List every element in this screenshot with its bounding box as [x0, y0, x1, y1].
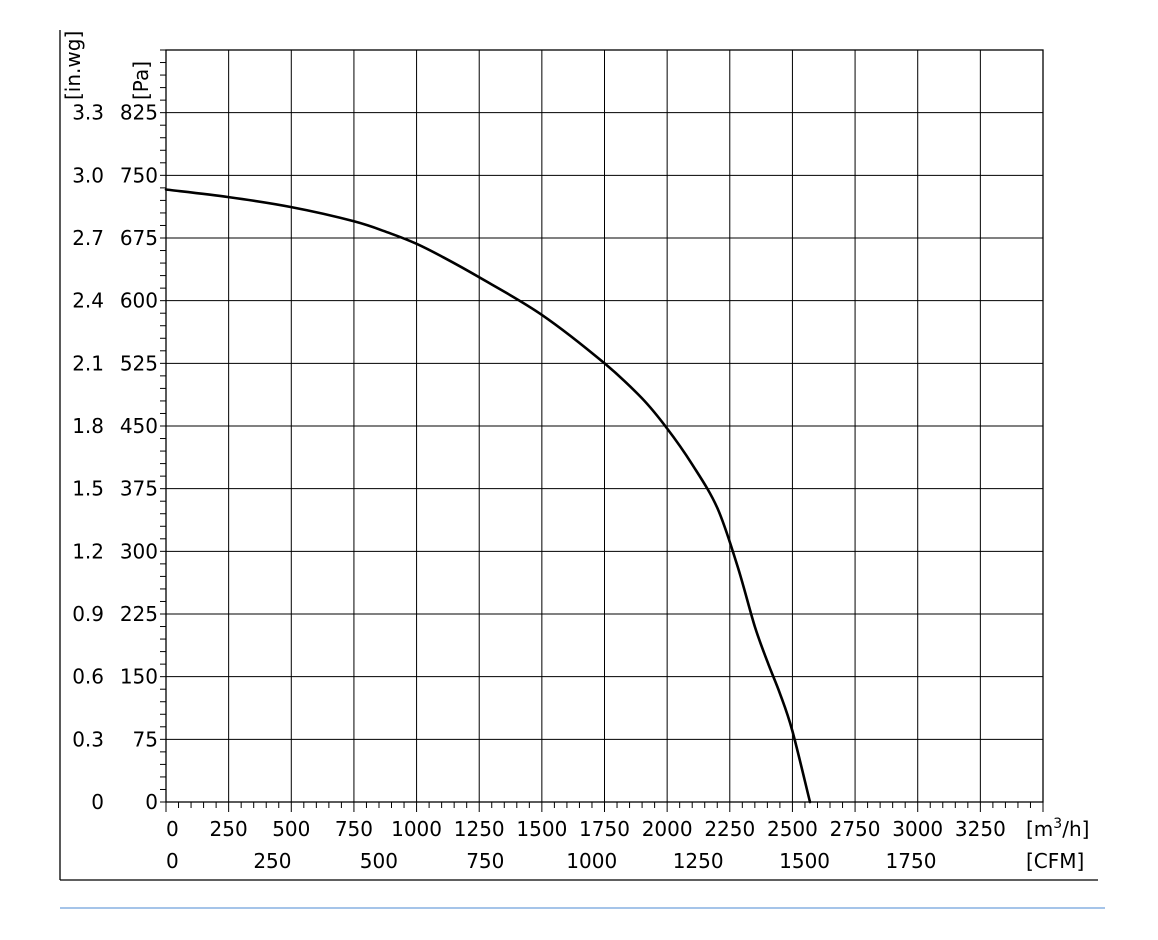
- cfm-tick-label: 1750: [886, 849, 937, 873]
- inwg-tick-label: 0: [91, 790, 104, 814]
- series-line: [164, 188, 812, 804]
- y-tick-label: 225: [120, 602, 158, 626]
- x-unit-suffix: /h]: [1062, 817, 1089, 841]
- y-tick-label: 525: [120, 351, 158, 375]
- y-tick-label: 750: [120, 163, 158, 187]
- inwg-tick-label: 2.4: [72, 289, 104, 313]
- cfm-tick-label: 250: [253, 849, 291, 873]
- y-tick-label: 375: [120, 477, 158, 501]
- x-tick-label: 2500: [767, 817, 818, 841]
- x-unit-cfm-label: [CFM]: [1026, 849, 1084, 873]
- cfm-tick-label: 1250: [673, 849, 724, 873]
- inwg-tick-label: 1.2: [72, 539, 104, 563]
- x-tick-label: 1000: [391, 817, 442, 841]
- cfm-tick-label: 500: [360, 849, 398, 873]
- inwg-tick-label: 0.3: [72, 727, 104, 751]
- x-tick-label: 0: [166, 817, 179, 841]
- inwg-tick-label: 1.5: [72, 477, 104, 501]
- x-tick-label: 750: [335, 817, 373, 841]
- y-tick-label: 75: [133, 727, 158, 751]
- y-tick-label: 300: [120, 539, 158, 563]
- inwg-tick-label: 3.0: [72, 163, 104, 187]
- x-tick-label: 2000: [642, 817, 693, 841]
- tick-labels: 0 250 500 750 1000 1250 1500 1750 2000 2250 2500 27…: [72, 101, 1006, 873]
- y-tick-label: 150: [120, 665, 158, 689]
- y-tick-label: 600: [120, 289, 158, 313]
- x-tick-label: 1750: [579, 817, 630, 841]
- x-unit-superscript: 3: [1053, 816, 1062, 832]
- y-unit-pa-label: [Pa]: [129, 61, 153, 100]
- x-tick-label: 1250: [454, 817, 505, 841]
- x-unit-prefix: [m: [1026, 817, 1053, 841]
- y-unit-inwg-label: [in.wg]: [61, 31, 85, 100]
- x-tick-label: 2750: [830, 817, 881, 841]
- cfm-tick-label: 750: [466, 849, 504, 873]
- inwg-tick-label: 2.7: [72, 226, 104, 250]
- y-tick-label: 675: [120, 226, 158, 250]
- x-tick-label: 500: [272, 817, 310, 841]
- grid-lines: [166, 50, 1043, 802]
- x-tick-label: 3250: [955, 817, 1006, 841]
- cfm-tick-label: 0: [166, 849, 179, 873]
- inwg-tick-label: 0.6: [72, 665, 104, 689]
- y-tick-label: 825: [120, 101, 158, 125]
- inwg-tick-label: 1.8: [72, 414, 104, 438]
- x-tick-label: 1500: [516, 817, 567, 841]
- plot-frame: [165, 49, 1044, 803]
- y-tick-label: 0: [145, 790, 158, 814]
- y-tick-label: 450: [120, 414, 158, 438]
- inwg-tick-label: 2.1: [72, 351, 104, 375]
- inwg-tick-label: 3.3: [72, 101, 104, 125]
- x-tick-label: 250: [210, 817, 248, 841]
- x-unit-m3h-label: [m3/h]: [1026, 816, 1089, 841]
- cfm-tick-label: 1500: [779, 849, 830, 873]
- cfm-tick-label: 1000: [566, 849, 617, 873]
- x-tick-label: 2250: [704, 817, 755, 841]
- minor-ticks: [160, 49, 1044, 812]
- inwg-tick-label: 0.9: [72, 602, 104, 626]
- x-tick-label: 3000: [892, 817, 943, 841]
